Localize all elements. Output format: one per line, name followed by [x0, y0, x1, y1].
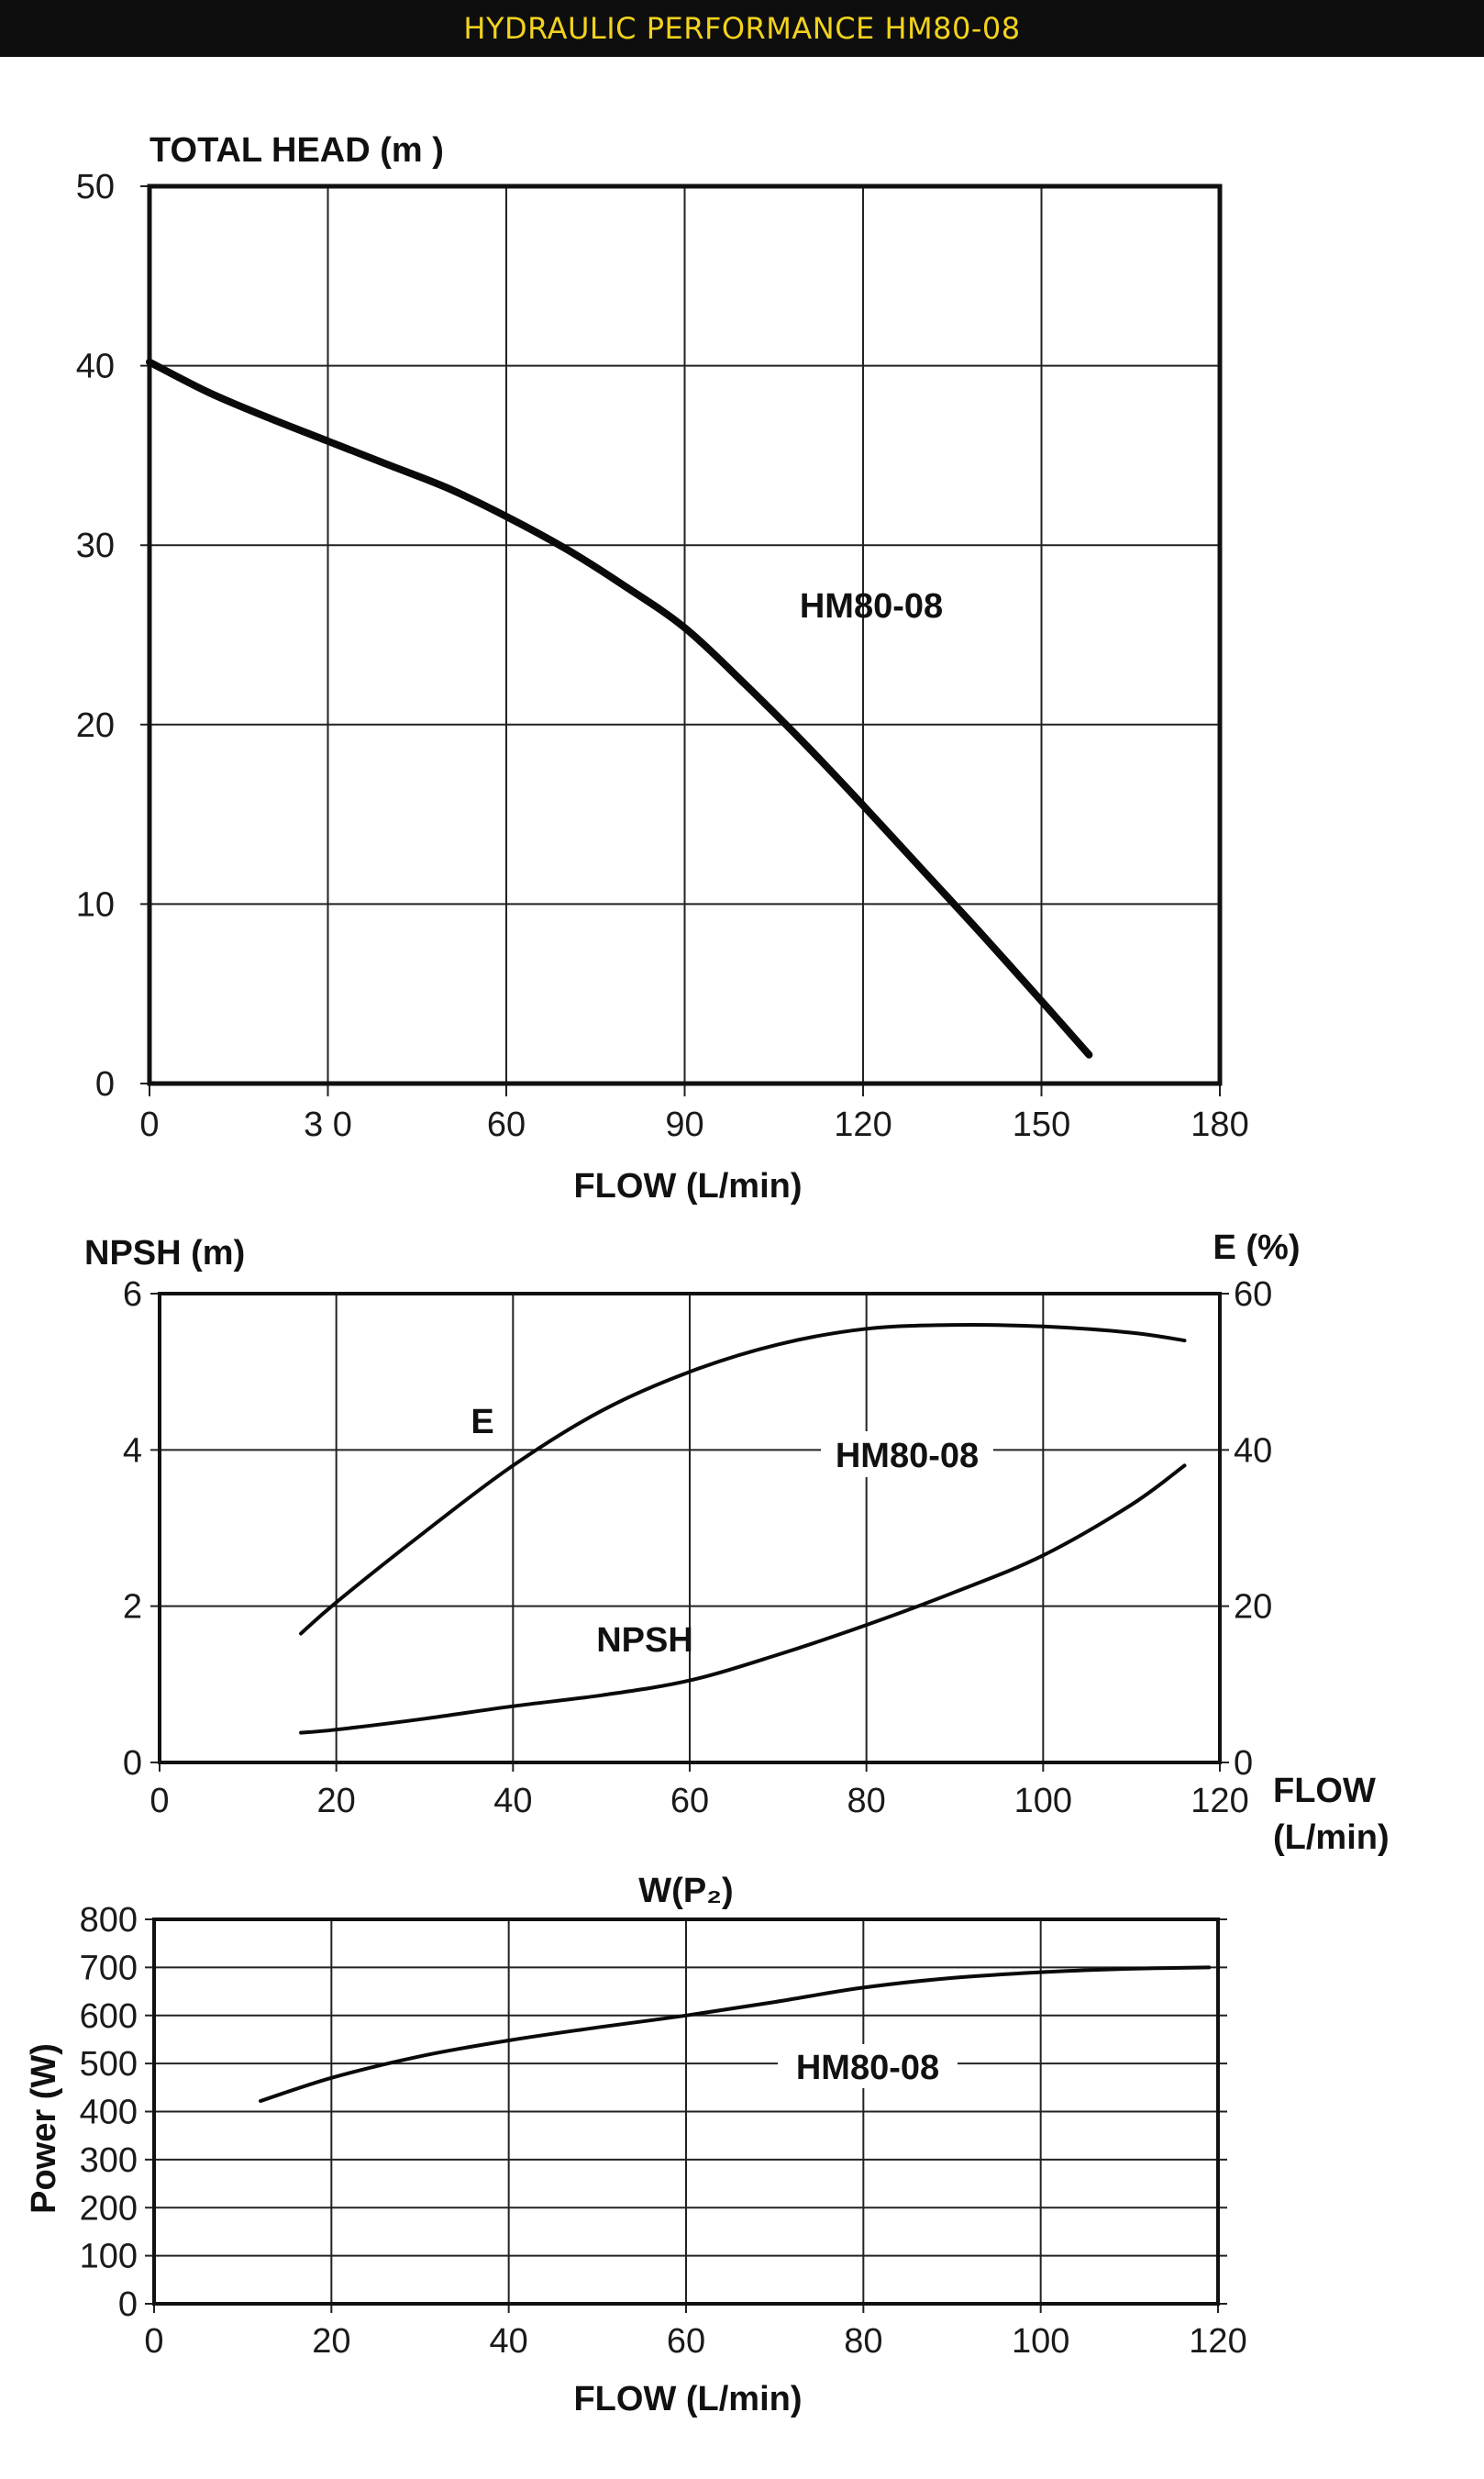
efficiency-curve	[299, 1322, 1187, 1636]
npsh-x-axis-title-line2: (L/min)	[1273, 1818, 1390, 1857]
npsh-y-tick-label: 6	[123, 1275, 142, 1314]
npsh-model-label: HM80-08	[836, 1437, 979, 1475]
head-x-tick-label: 60	[487, 1106, 526, 1144]
power-x-axis-title: FLOW (L/min)	[573, 2380, 802, 2418]
power-x-tick-label: 120	[1189, 2322, 1246, 2361]
header-title: HYDRAULIC PERFORMANCE HM80-08	[463, 11, 1021, 46]
head-x-tick-label: 120	[834, 1106, 892, 1144]
power-y-tick-label: 700	[80, 1949, 138, 1987]
head-y-tick-label: 50	[76, 168, 115, 206]
npsh-x-tick-label: 80	[847, 1782, 886, 1820]
npsh-x-tick-label: 100	[1014, 1782, 1072, 1820]
power-y-tick-label: 600	[80, 1997, 138, 2036]
head-plot-frame	[147, 183, 1223, 1086]
head-curve-hm80-08	[146, 358, 1093, 1059]
head-y-tick-label: 0	[95, 1065, 115, 1104]
head-y-tick-label: 30	[76, 527, 115, 565]
head-x-tick-label: 0	[139, 1106, 159, 1144]
npsh-y-tick-label: 4	[123, 1431, 142, 1470]
power-x-tick-label: 0	[144, 2322, 163, 2361]
npsh-plot-frame	[158, 1292, 1222, 1764]
efficiency-y-tick-label: 60	[1234, 1275, 1272, 1314]
head-x-tick-label: 150	[1013, 1106, 1070, 1144]
head-y-tick-label: 40	[76, 348, 115, 386]
power-y-axis-title: Power (W)	[25, 2043, 63, 2214]
efficiency-y-tick-label: 0	[1234, 1744, 1253, 1783]
head-curve-label: HM80-08	[800, 587, 943, 626]
power-x-tick-label: 100	[1012, 2322, 1069, 2361]
power-x-tick-label: 60	[667, 2322, 705, 2361]
npsh-left-axis-title: NPSH (m)	[84, 1234, 245, 1273]
power-x-tick-label: 20	[312, 2322, 350, 2361]
power-label-background	[778, 2044, 958, 2088]
npsh-x-tick-label: 120	[1191, 1782, 1248, 1820]
power-y-tick-label: 200	[80, 2189, 138, 2228]
npsh-curve-label: NPSH	[596, 1621, 693, 1660]
npsh-x-tick-label: 20	[317, 1782, 356, 1820]
power-y-tick-label: 0	[118, 2285, 138, 2324]
efficiency-right-axis-title: E (%)	[1213, 1228, 1301, 1267]
efficiency-y-tick-label: 20	[1234, 1588, 1272, 1627]
head-x-tick-label: 3 0	[304, 1106, 352, 1144]
head-y-axis-title: TOTAL HEAD (m )	[150, 131, 444, 170]
power-y-tick-label: 100	[80, 2238, 138, 2276]
head-y-tick-label: 20	[76, 706, 115, 745]
head-x-axis-title: FLOW (L/min)	[573, 1167, 802, 1206]
npsh-y-tick-label: 2	[123, 1588, 142, 1627]
efficiency-curve-label: E	[471, 1403, 493, 1441]
header-bar	[0, 0, 1484, 57]
power-y-tick-label: 800	[80, 1901, 138, 1940]
power-x-tick-label: 40	[490, 2322, 528, 2361]
power-y-tick-label: 300	[80, 2141, 138, 2180]
npsh-x-tick-label: 60	[670, 1782, 709, 1820]
power-plot-frame	[152, 1918, 1220, 2306]
head-x-tick-label: 90	[665, 1106, 703, 1144]
npsh-x-tick-label: 0	[150, 1782, 169, 1820]
efficiency-y-tick-label: 40	[1234, 1431, 1272, 1470]
power-y-tick-label: 400	[80, 2094, 138, 2132]
power-curve-label: HM80-08	[796, 2049, 939, 2087]
model-label-background	[821, 1431, 993, 1477]
power-curve-hm80-08	[259, 1965, 1212, 2103]
head-y-tick-label: 10	[76, 885, 115, 924]
npsh-curve	[299, 1463, 1187, 1735]
npsh-x-tick-label: 40	[493, 1782, 532, 1820]
power-y-tick-label: 500	[80, 2045, 138, 2084]
npsh-x-axis-title-line1: FLOW	[1273, 1772, 1376, 1810]
power-chart: 0 20 40 60 80 100 120 0 100 200 300 400 500 600 700 800…	[25, 1872, 1247, 2418]
power-x-tick-label: 80	[844, 2322, 882, 2361]
power-chart-title: W(P₂)	[638, 1872, 733, 1910]
head-x-tick-label: 180	[1191, 1106, 1248, 1144]
npsh-y-tick-label: 0	[123, 1744, 142, 1783]
